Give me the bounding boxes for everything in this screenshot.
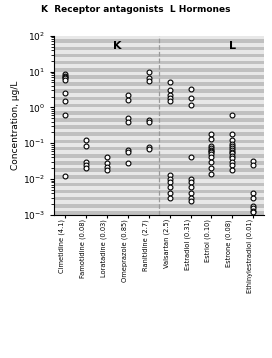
Bar: [54, 150, 264, 154]
Bar: [54, 82, 264, 86]
Bar: [54, 154, 264, 158]
Bar: [54, 47, 264, 50]
Bar: [54, 107, 264, 111]
Bar: [54, 183, 264, 186]
Bar: [54, 132, 264, 136]
Bar: [54, 118, 264, 122]
Text: K  Receptor antagonists  L Hormones: K Receptor antagonists L Hormones: [41, 5, 231, 14]
Text: K: K: [113, 41, 122, 51]
Bar: [54, 36, 264, 39]
Bar: [54, 111, 264, 115]
Bar: [54, 129, 264, 132]
Bar: [54, 72, 264, 75]
Bar: [54, 165, 264, 168]
Bar: [54, 147, 264, 150]
Bar: [54, 140, 264, 143]
Bar: [54, 190, 264, 193]
Bar: [54, 68, 264, 72]
Bar: [54, 50, 264, 54]
Bar: [54, 211, 264, 215]
Bar: [54, 172, 264, 175]
Bar: [54, 161, 264, 165]
Bar: [54, 158, 264, 161]
Bar: [54, 175, 264, 179]
Bar: [54, 57, 264, 61]
Text: L: L: [229, 41, 236, 51]
Bar: [54, 100, 264, 104]
Bar: [54, 208, 264, 211]
Bar: [54, 43, 264, 47]
Bar: [54, 64, 264, 68]
Bar: [54, 54, 264, 57]
Bar: [54, 204, 264, 208]
Bar: [54, 104, 264, 107]
Bar: [54, 115, 264, 118]
Bar: [54, 179, 264, 183]
Bar: [54, 75, 264, 79]
Bar: [54, 93, 264, 97]
Bar: [54, 168, 264, 172]
Bar: [54, 136, 264, 140]
Bar: [54, 200, 264, 204]
Bar: [54, 186, 264, 190]
Bar: [54, 86, 264, 90]
Bar: [54, 97, 264, 100]
Bar: [54, 197, 264, 200]
Y-axis label: Concentration, μg/L: Concentration, μg/L: [11, 81, 20, 170]
Bar: [54, 125, 264, 129]
Bar: [54, 143, 264, 147]
Bar: [54, 79, 264, 82]
Bar: [54, 122, 264, 125]
Bar: [54, 193, 264, 197]
Bar: [54, 39, 264, 43]
Bar: [54, 90, 264, 93]
Bar: [54, 61, 264, 64]
